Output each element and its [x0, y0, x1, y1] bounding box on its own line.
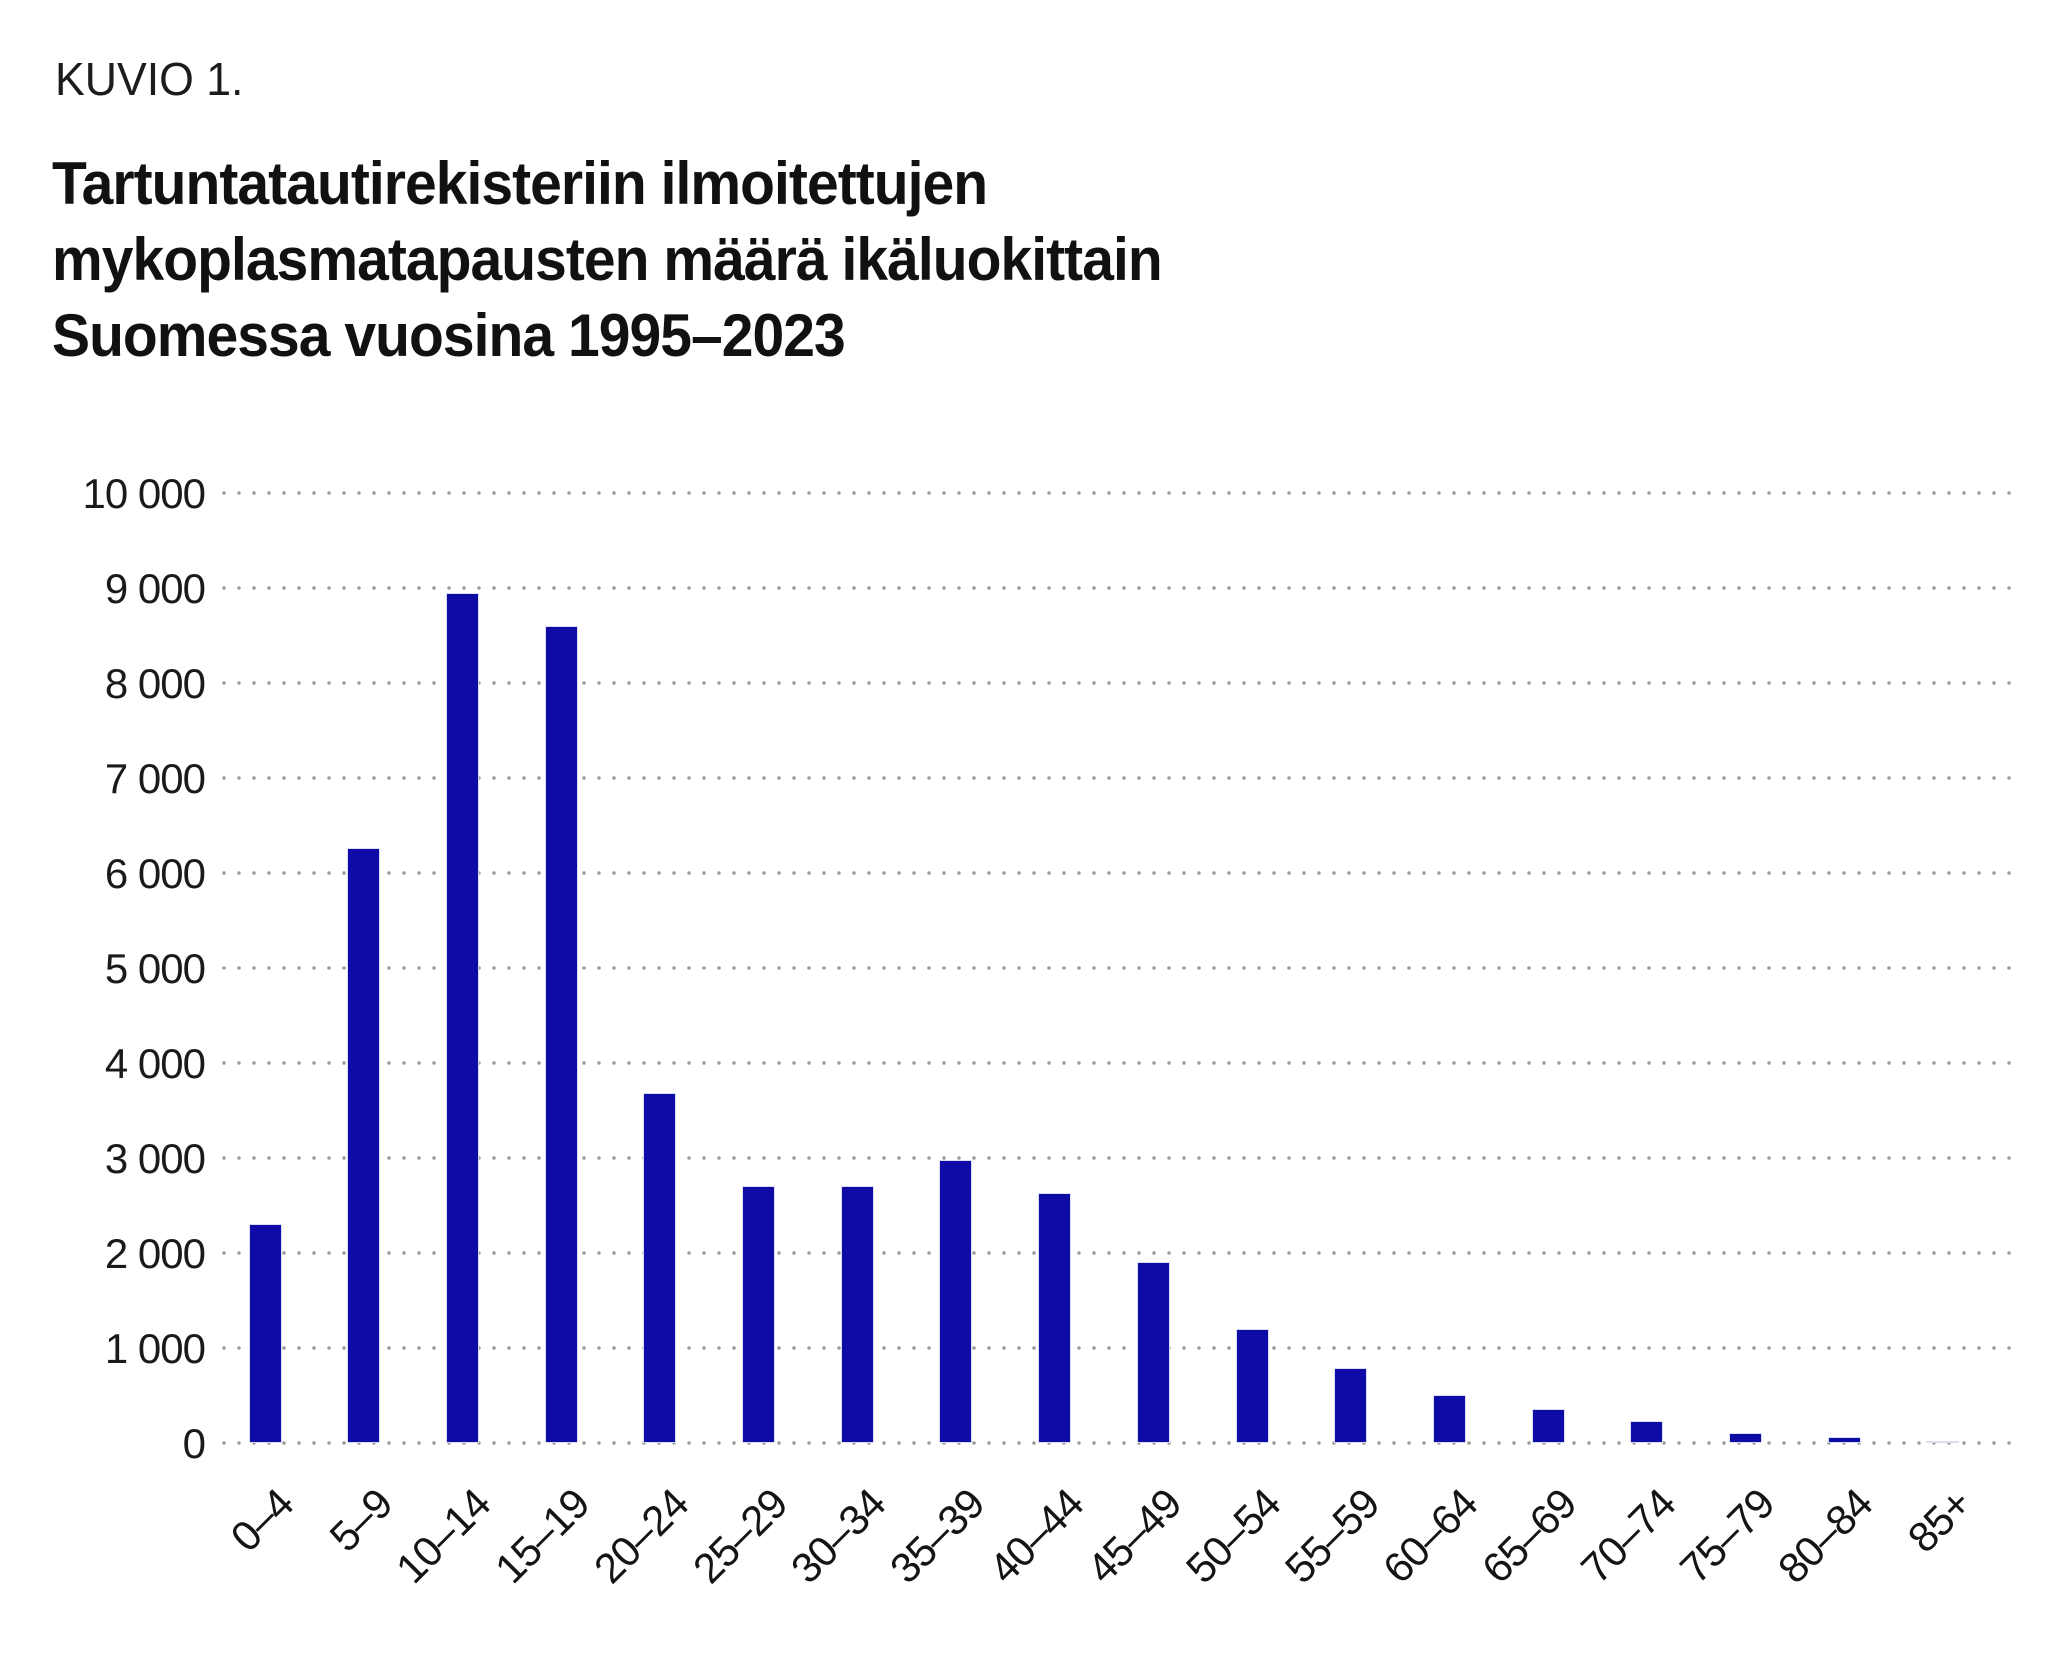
bar-10–14 [446, 593, 479, 1443]
y-tick-label: 1 000 [104, 1325, 206, 1372]
y-tick-label: 4 000 [104, 1040, 206, 1087]
x-tick-label-text: 25–29 [683, 1479, 796, 1593]
bar-30–34 [841, 1186, 874, 1443]
gridline [222, 1346, 2012, 1350]
bar-35–39 [939, 1160, 972, 1443]
y-tick-label: 10 000 [82, 470, 206, 517]
y-tick-label: 0 [182, 1420, 206, 1467]
bar-60–64 [1433, 1395, 1466, 1443]
x-tick-label-text: 5–9 [320, 1479, 401, 1561]
gridline [222, 871, 2012, 875]
y-tick-label: 3 000 [104, 1135, 206, 1182]
chart-title: Tartuntatautirekisteriin ilmoitettujen m… [52, 150, 1163, 370]
figure-number-label: KUVIO 1. [55, 53, 244, 105]
x-tick-label-text: 55–59 [1275, 1479, 1388, 1593]
y-tick-label: 5 000 [104, 945, 206, 992]
gridline [222, 1251, 2012, 1255]
x-tick-label-text: 70–74 [1571, 1479, 1684, 1593]
x-tick-label-text: 85+ [1898, 1479, 1981, 1562]
gridline [222, 586, 2012, 590]
x-tick-label-text: 30–34 [782, 1479, 895, 1593]
gridline [222, 491, 2012, 495]
bar-0–4 [249, 1224, 282, 1443]
x-tick-label-text: 60–64 [1374, 1479, 1487, 1593]
gridline [222, 1156, 2012, 1160]
x-tick-label-text: 80–84 [1769, 1479, 1882, 1593]
bar-25–29 [742, 1186, 775, 1443]
x-tick-label-text: 40–44 [979, 1479, 1092, 1593]
x-tick-label-text: 35–39 [880, 1479, 994, 1593]
bar-55–59 [1334, 1368, 1367, 1443]
x-tick-label-text: 0–4 [221, 1479, 303, 1561]
x-tick-label-text: 75–79 [1670, 1479, 1783, 1593]
x-tick-label-text: 50–54 [1176, 1479, 1290, 1593]
gridline [222, 681, 2012, 685]
bar-20–24 [643, 1093, 676, 1443]
bar-50–54 [1236, 1329, 1269, 1443]
gridline [222, 966, 2012, 970]
bar-15–19 [545, 626, 578, 1443]
bar-45–49 [1137, 1262, 1170, 1443]
bar-70–74 [1630, 1421, 1663, 1443]
x-tick-label-text: 20–24 [584, 1479, 697, 1593]
bar-75–79 [1729, 1433, 1762, 1443]
gridline [222, 1061, 2012, 1065]
bar-5–9 [347, 848, 380, 1443]
y-tick-label: 6 000 [104, 850, 206, 897]
y-tick-label: 7 000 [104, 755, 206, 802]
x-tick-label-text: 10–14 [387, 1479, 500, 1593]
bar-85+ [1926, 1441, 1959, 1443]
y-tick-label: 2 000 [104, 1230, 206, 1277]
x-tick-label-text: 65–69 [1472, 1479, 1586, 1593]
y-tick-label: 9 000 [104, 565, 206, 612]
x-tick-label-text: 15–19 [485, 1479, 599, 1593]
gridline [222, 776, 2012, 780]
bar-65–69 [1532, 1409, 1565, 1443]
y-tick-label: 8 000 [104, 660, 206, 707]
bar-80–84 [1828, 1437, 1861, 1443]
x-tick-label-text: 45–49 [1078, 1479, 1191, 1593]
bar-40–44 [1038, 1193, 1071, 1443]
gridline [222, 1441, 2012, 1445]
